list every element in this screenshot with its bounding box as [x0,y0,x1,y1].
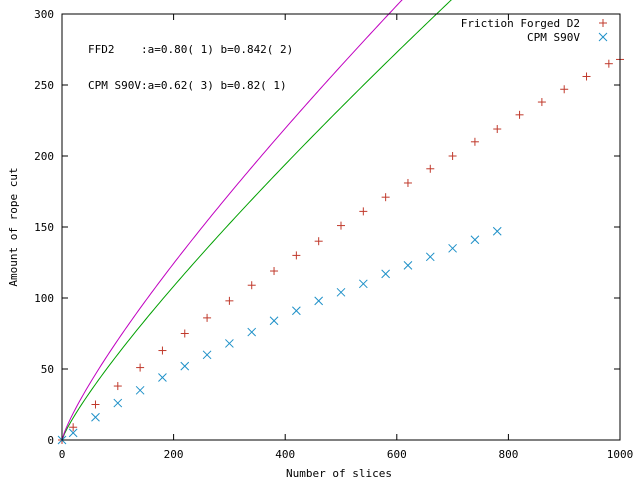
x-tick-label: 0 [59,448,66,461]
legend-label-friction-forged-d2: Friction Forged D2 [461,17,580,30]
data-point [158,346,167,355]
y-tick-label: 50 [41,363,54,376]
y-tick-label: 150 [34,221,54,234]
data-point [359,207,368,216]
data-point [470,137,479,146]
data-point [403,260,413,270]
fit-line [61,0,403,441]
data-point [136,363,145,372]
x-tick-label: 600 [387,448,407,461]
data-point [68,428,78,438]
data-point [225,339,234,348]
data-point [515,110,524,119]
x-tick-label: 200 [164,448,184,461]
data-point [604,59,613,68]
data-point [560,85,569,94]
series-1 [57,0,502,445]
data-point [582,72,591,81]
data-point [358,279,368,289]
data-point [158,373,167,382]
data-point [180,361,190,371]
y-tick-label: 200 [34,150,54,163]
legend: Friction Forged D2 CPM S90V [461,17,608,44]
y-tick-label: 300 [34,8,54,21]
data-point [91,400,100,409]
data-point [314,296,324,306]
data-point [292,306,301,316]
x-tick-label: 1000 [607,448,634,461]
data-point [537,98,546,107]
data-point [247,281,256,290]
data-point [269,316,279,326]
data-point [381,193,390,202]
data-point [470,235,480,245]
y-axis-label: Amount of rope cut [7,167,20,286]
data-point [69,423,78,432]
data-point [426,164,435,173]
data-point [381,269,390,279]
legend-marker-cross [598,32,608,42]
fit-line [61,0,452,441]
legend-label-cpm-s90v: CPM S90V [527,31,580,44]
data-point [448,243,457,253]
data-point [314,237,323,246]
legend-marker-symbol [598,32,608,42]
data-point [135,385,145,395]
legend-marker-symbol [599,19,607,27]
x-tick-label: 800 [498,448,518,461]
annotation-cpm-s90v: CPM S90V:a=0.62( 3) b=0.82( 1) [88,79,287,92]
data-point [492,226,502,236]
data-point [247,327,257,337]
legend-marker-plus [599,19,607,27]
x-axis-label: Number of slices [286,467,392,480]
data-point [292,251,301,260]
data-point [113,398,123,408]
y-tick-label: 0 [47,434,54,447]
y-tick-label: 250 [34,79,54,92]
data-point [336,287,346,297]
y-tick-label: 100 [34,292,54,305]
data-point [113,382,122,391]
data-point [91,412,100,422]
data-point [337,221,345,230]
data-point [270,267,279,276]
annotation-ffd2: FFD2 :a=0.80( 1) b=0.842( 2) [88,43,293,56]
x-tick-label: 400 [275,448,295,461]
data-point [425,252,435,262]
data-point [202,350,212,360]
data-point [448,152,457,160]
data-point [180,329,189,338]
data-point [403,178,412,187]
data-point [225,296,234,305]
data-point [493,125,502,134]
data-point [203,313,212,322]
series-0 [58,0,624,444]
